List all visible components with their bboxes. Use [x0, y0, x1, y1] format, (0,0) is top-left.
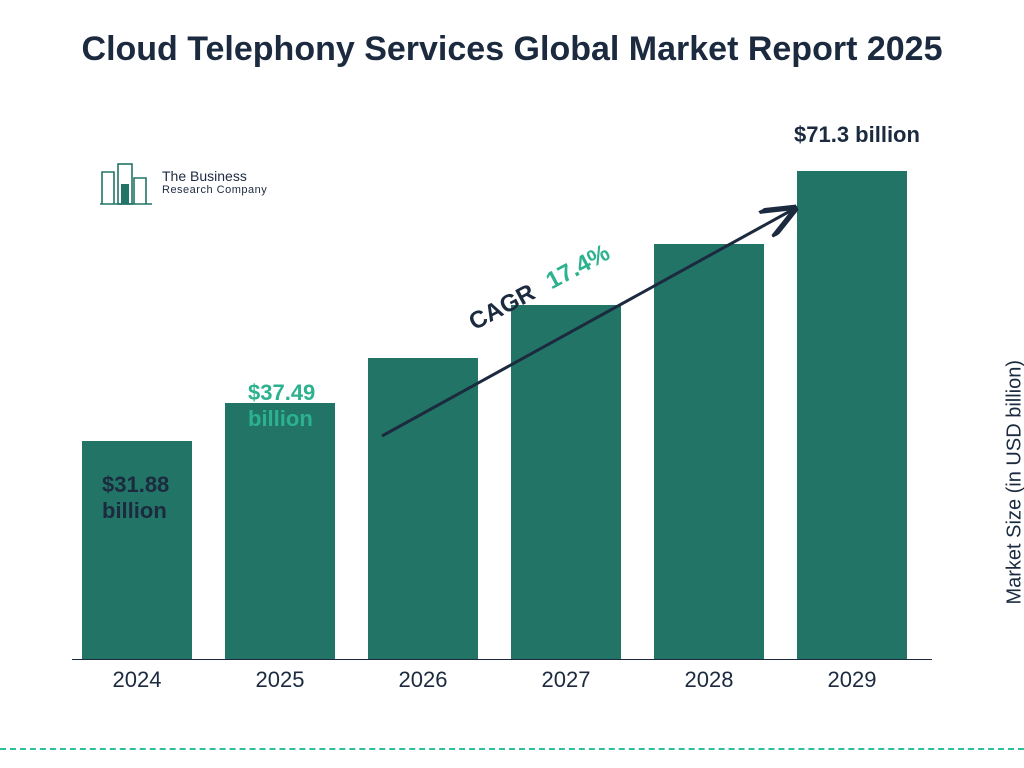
- bar-chart: 202420252026202720282029$31.88billion$37…: [72, 140, 952, 700]
- dashed-divider: [0, 748, 1024, 750]
- x-tick-label: 2029: [828, 667, 877, 693]
- y-axis-label: Market Size (in USD billion): [1004, 360, 1024, 605]
- x-tick-label: 2028: [685, 667, 734, 693]
- x-tick-label: 2027: [542, 667, 591, 693]
- chart-title: Cloud Telephony Services Global Market R…: [0, 0, 1024, 77]
- cagr-arrow: [72, 140, 932, 660]
- x-tick-label: 2025: [256, 667, 305, 693]
- x-tick-label: 2026: [399, 667, 448, 693]
- x-tick-label: 2024: [113, 667, 162, 693]
